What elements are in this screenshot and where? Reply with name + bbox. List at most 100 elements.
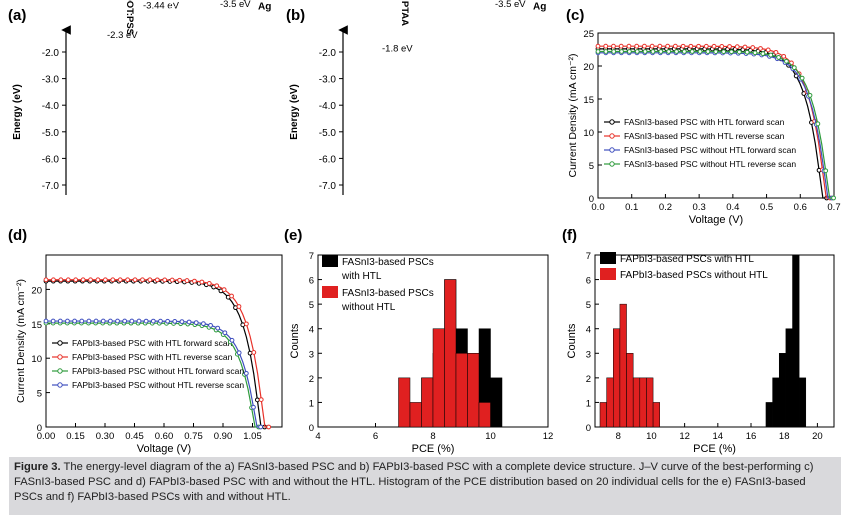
x-tick-label: 14 [713,431,724,442]
x-tick-label: 0.00 [37,431,56,442]
jv-marker [729,49,734,55]
legend-marker [609,119,615,125]
figure-3: Energy (eV)-2.0-3.0-4.0-5.0-6.0-7.0-4.68… [8,0,841,455]
x-tick-label: 0.7 [827,202,840,213]
jv-marker [243,321,249,327]
energy-tick-label: -7.0 [319,181,337,192]
y-tick-label: 10 [583,128,594,139]
jv-marker [681,49,687,54]
y-tick-label: 1 [586,398,591,409]
x-tick-label: 20 [812,431,823,442]
energy-axis-label: Energy (eV) [289,84,300,140]
histogram-bar [606,377,614,428]
jv-marker [201,321,206,327]
legend-label: FASnI3-based PSC with HTL forward scan [624,117,785,127]
perovskite-top-label: -3.44 eV [143,1,180,12]
jv-marker [221,287,227,293]
histogram-bar [432,328,445,428]
jv-marker [649,43,655,49]
jv-marker [760,51,766,57]
jv-marker [634,49,640,54]
jv-marker [705,49,711,54]
jv-marker [115,318,120,324]
jv-marker [603,43,609,49]
panel-label: (e) [284,227,302,244]
jv-marker [611,43,616,49]
x-tick-label: 0.75 [184,431,203,442]
jv-marker [50,318,56,324]
jv-marker [229,293,234,299]
x-tick-label: 10 [485,431,496,442]
y-axis-label: Current Density (mA cm⁻²) [567,54,579,178]
histogram-bar [646,377,654,428]
jv-marker [186,319,192,325]
jv-marker [150,318,156,324]
jv-marker [781,53,787,59]
legend-swatch [600,252,616,264]
jv-marker [169,277,175,283]
bcp-name: BCP [237,0,248,2]
legend-marker [609,133,615,139]
x-tick-label: 0.3 [693,202,706,213]
y-tick-label: 4 [586,325,591,336]
jv-marker [689,49,695,54]
energy-tick-label: -5.0 [319,128,337,139]
panel-a: Energy (eV)-2.0-3.0-4.0-5.0-6.0-7.0-4.68… [12,0,271,195]
htl-top-label: -1.8 eV [382,43,413,54]
y-axis-label: Counts [289,323,301,358]
bcp-top-label: -3.5 eV [220,0,251,10]
htl-name: PTAA [399,1,410,26]
jv-marker [193,320,199,326]
energy-tick-label: -5.0 [42,128,60,139]
caption-text: The energy-level diagram of the a) FASnI… [14,461,814,503]
jv-marker [43,318,49,324]
jv-marker [711,43,717,49]
jv-marker [736,49,742,55]
energy-tick-label: -4.0 [319,101,337,112]
jv-marker [229,337,235,343]
jv-marker [254,397,260,403]
jv-marker [95,277,101,283]
x-axis-label: PCE (%) [412,443,455,455]
y-tick-label: 10 [31,354,42,365]
legend-label: FAPbI3-based PSCs without HTL [620,270,768,281]
jv-marker [79,318,85,324]
jv-marker [206,280,212,286]
jv-marker [688,43,694,49]
jv-marker [165,318,171,324]
energy-tick-label: -3.0 [319,75,337,86]
x-tick-label: 8 [616,431,621,442]
jv-marker [122,318,128,324]
jv-marker [129,318,135,324]
jv-marker [768,52,774,58]
legend-swatch [600,268,616,280]
histogram-bar [478,402,491,428]
x-tick-label: 0.4 [726,202,739,213]
x-axis-label: Voltage (V) [137,443,191,455]
x-tick-label: 0.90 [214,431,233,442]
jv-marker [236,350,242,356]
jv-marker [742,44,748,50]
jv-marker [807,92,813,98]
legend-label: without HTL [341,302,396,313]
x-tick-label: 4 [315,431,320,442]
histogram-bar [626,353,634,428]
jv-marker [93,318,99,324]
y-tick-label: 4 [309,325,314,336]
y-tick-label: 6 [309,276,314,287]
panel-c: 0.0 0.1 0.2 0.3 0.4 0.5 0.6 0.7 0 5 10 15 20 25 Voltag… [567,29,841,226]
panel-label: (f) [562,227,577,244]
jv-marker [666,49,672,54]
energy-axis-label: Energy (eV) [12,84,23,140]
jv-marker [619,49,624,54]
jv-marker [765,47,771,53]
jv-marker [672,43,678,49]
y-tick-label: 7 [309,251,314,262]
jv-marker [143,318,149,324]
jv-marker [158,318,163,324]
jv-marker [719,43,725,49]
histogram-bar [467,353,480,428]
jv-marker [815,121,821,127]
y-tick-label: 7 [586,251,591,262]
jv-marker [703,43,709,49]
